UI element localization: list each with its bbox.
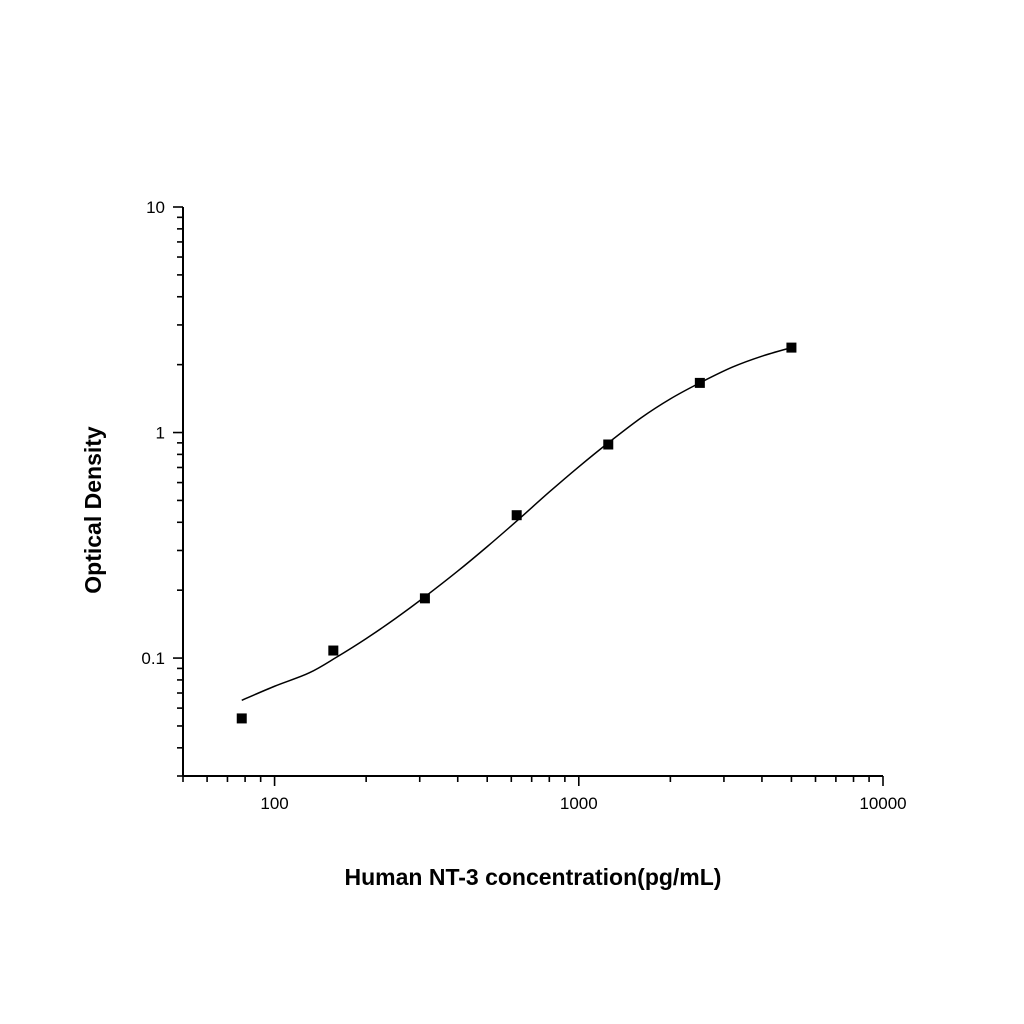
ticks <box>173 206 884 786</box>
data-point <box>511 510 522 521</box>
x-axis-title: Human NT-3 concentration(pg/mL) <box>345 864 722 890</box>
data-point <box>694 377 705 388</box>
y-axis-title: Optical Density <box>80 426 106 594</box>
x-tick-label: 100 <box>260 794 288 813</box>
data-point <box>419 593 430 604</box>
data-points <box>236 342 797 724</box>
y-tick-label: 0.1 <box>141 649 165 668</box>
fit-curve-line <box>241 346 792 701</box>
fit-curve <box>241 346 792 701</box>
data-point <box>603 439 614 450</box>
y-tick-label: 1 <box>156 424 165 443</box>
data-point <box>236 713 247 724</box>
y-tick-label: 10 <box>146 198 165 217</box>
x-tick-label: 10000 <box>859 794 906 813</box>
data-point <box>786 342 797 353</box>
tick-labels: 100 1000 10000 0.1 1 10 <box>141 198 906 813</box>
axes <box>182 207 883 777</box>
data-point <box>328 645 339 656</box>
x-tick-label: 1000 <box>560 794 598 813</box>
